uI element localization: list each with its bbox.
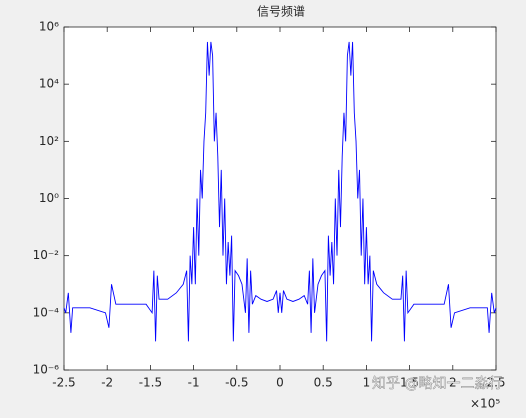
y-tick-label: 10² — [39, 134, 59, 148]
x-tick-label: 1 — [363, 376, 371, 390]
y-tick-label: 10⁴ — [39, 77, 59, 91]
x-tick-label: 1.5 — [400, 376, 419, 390]
watermark: 知乎 @略知一二淼行 — [372, 375, 502, 392]
y-tick-label: 10⁰ — [39, 191, 59, 205]
y-tick-label: 10⁻⁶ — [33, 363, 60, 377]
x-tick-label: -0.5 — [225, 376, 248, 390]
x-tick-label: 0 — [276, 376, 284, 390]
y-tick-label: 10⁻⁴ — [33, 305, 60, 319]
x-tick-label: 2.5 — [486, 376, 505, 390]
chart-title: 信号频谱 — [257, 5, 305, 19]
spectrum-line — [63, 41, 497, 342]
x-tick-label: -2 — [101, 376, 113, 390]
x-tick-label: -1 — [188, 376, 200, 390]
x-tick-label: -2.5 — [52, 376, 75, 390]
x-tick-label: 2 — [449, 376, 457, 390]
y-tick-label: 10⁻² — [33, 248, 60, 262]
x-tick-label: 0.5 — [314, 376, 333, 390]
x-tick-label: -1.5 — [139, 376, 162, 390]
x-multiplier: ×10⁵ — [470, 397, 500, 411]
plot-area — [63, 26, 497, 371]
y-tick-label: 10⁶ — [39, 20, 59, 34]
